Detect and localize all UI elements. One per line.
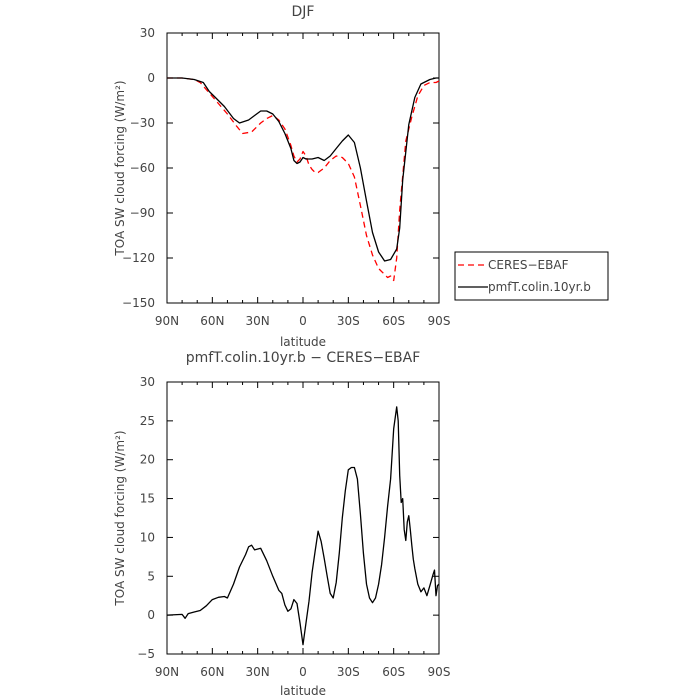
chart-title: DJF (292, 4, 315, 20)
x-tick-label: 30S (337, 665, 360, 679)
legend-box (454, 251, 609, 301)
x-tick-label: 90N (155, 665, 179, 679)
y-tick-label: −150 (122, 296, 155, 310)
x-tick-label: 0 (299, 314, 307, 328)
x-tick-label: 0 (299, 665, 307, 679)
y-tick-label: 20 (140, 453, 155, 467)
y-tick-label: 0 (147, 608, 155, 622)
x-axis-label: latitude (280, 684, 326, 698)
y-tick-label: 10 (140, 530, 155, 544)
y-axis-label: TOA SW cloud forcing (W/m²) (113, 80, 127, 256)
y-tick-label: −90 (130, 206, 155, 220)
y-tick-label: 5 (147, 569, 155, 583)
y-tick-label: 15 (140, 492, 155, 506)
y-tick-label: −30 (130, 116, 155, 130)
y-tick-label: −60 (130, 161, 155, 175)
x-tick-label: 60S (382, 665, 405, 679)
y-tick-label: 0 (147, 71, 155, 85)
y-tick-label: 30 (140, 26, 155, 40)
x-tick-label: 90N (155, 314, 179, 328)
y-tick-label: 30 (140, 375, 155, 389)
x-tick-label: 30S (337, 314, 360, 328)
top-panel-djf: DJF 90N 60N 30N 0 30S 60S 90S 30 0 −30 −60 −90 −120 −1… (113, 4, 609, 349)
legend-entry-label: CERES−EBAF (488, 258, 569, 272)
series-line-0 (167, 77, 440, 282)
series-line-1 (167, 77, 439, 262)
x-tick-label: 90S (428, 665, 451, 679)
x-axis-label: latitude (280, 335, 326, 349)
x-tick-label: 60S (382, 314, 405, 328)
x-tick-label: 30N (246, 314, 270, 328)
x-tick-label: 30N (246, 665, 270, 679)
plot-frame (166, 32, 440, 304)
chart-title: pmfT.colin.10yr.b − CERES−EBAF (186, 350, 421, 366)
x-tick-label: 60N (200, 314, 224, 328)
series-line-0 (166, 406, 440, 646)
x-tick-label: 60N (200, 665, 224, 679)
y-axis-label: TOA SW cloud forcing (W/m²) (113, 430, 127, 606)
y-tick-label: −120 (122, 251, 155, 265)
y-tick-label: −5 (137, 647, 155, 661)
x-tick-label: 90S (428, 314, 451, 328)
y-tick-label: 25 (140, 414, 155, 428)
legend-entry-label: pmfT.colin.10yr.b (488, 280, 591, 294)
bottom-panel-difference: pmfT.colin.10yr.b − CERES−EBAF 90N 60N 30N 0… (113, 350, 450, 698)
